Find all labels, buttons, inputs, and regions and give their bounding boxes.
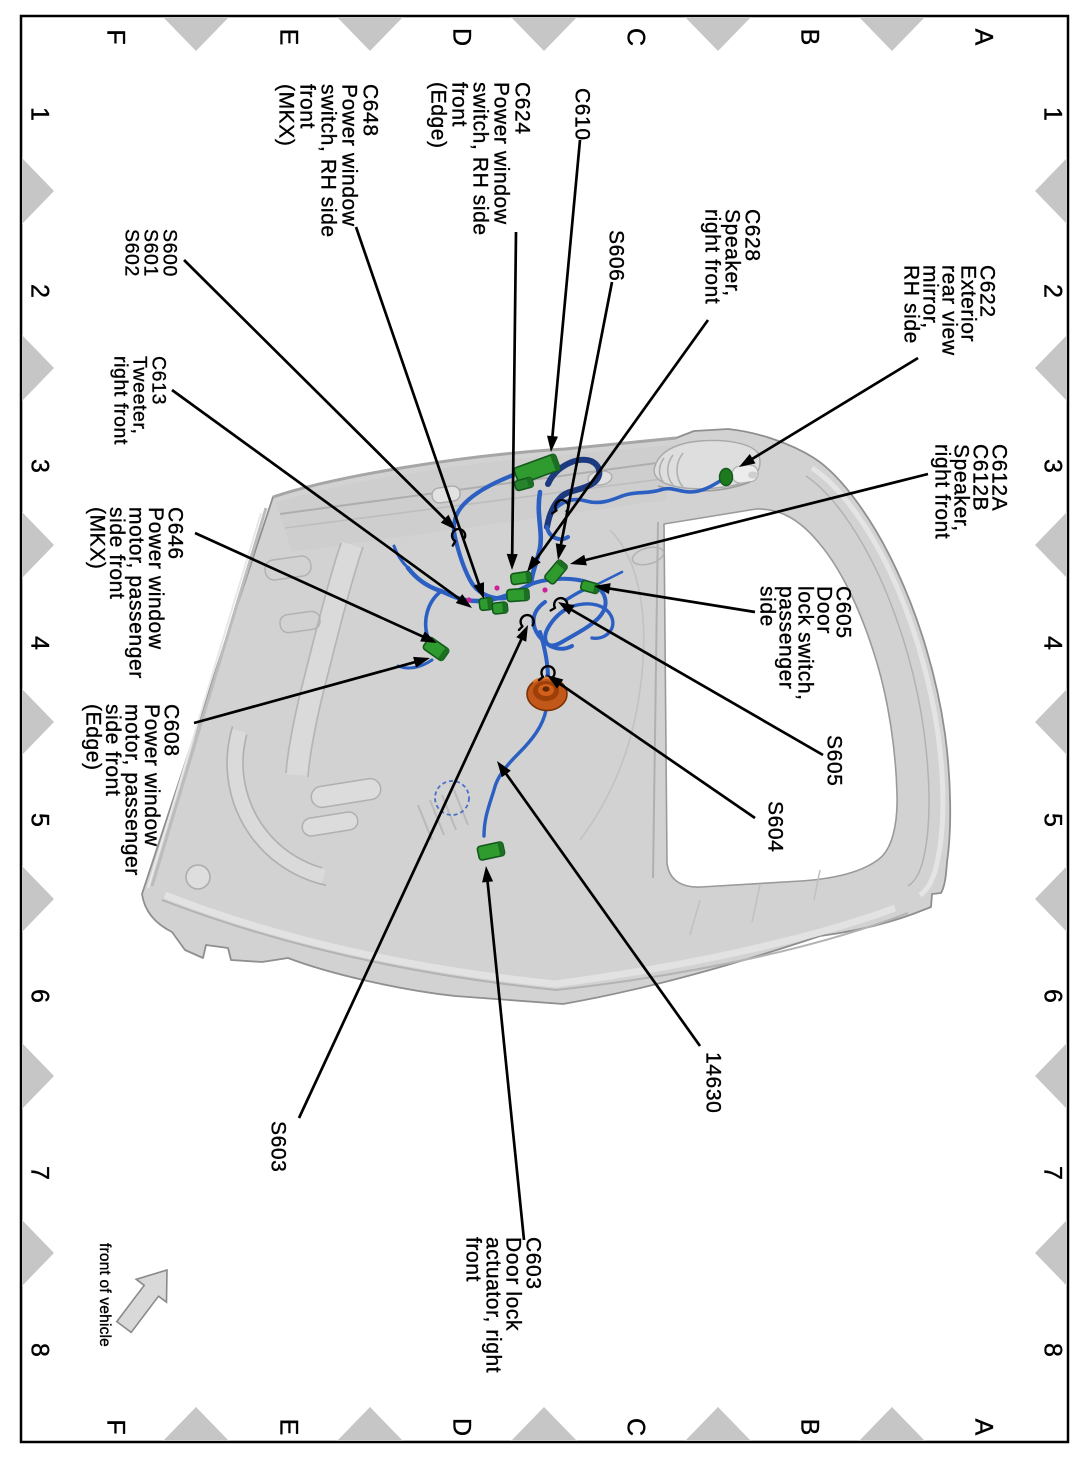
svg-text:2: 2 (26, 284, 54, 298)
svg-text:7: 7 (26, 1166, 54, 1180)
svg-text:4: 4 (26, 636, 54, 650)
svg-text:C628Speaker,right front: C628Speaker,right front (701, 209, 764, 304)
svg-text:C613Tweeter,right front: C613Tweeter,right front (110, 356, 170, 445)
svg-text:3: 3 (1039, 459, 1067, 473)
svg-text:C608Power windowmotor, passeng: C608Power windowmotor, passengerside fro… (82, 704, 183, 876)
svg-text:C: C (622, 1418, 650, 1436)
svg-text:6: 6 (26, 989, 54, 1003)
svg-text:5: 5 (1039, 813, 1067, 827)
svg-text:S600S601S602: S600S601S602 (121, 229, 181, 277)
svg-text:front of vehicle: front of vehicle (96, 1243, 113, 1347)
svg-text:F: F (102, 1419, 130, 1434)
svg-text:C648Power windowswitch, RH sid: C648Power windowswitch, RH sidefront(MKX… (275, 84, 382, 238)
svg-text:E: E (275, 29, 303, 46)
svg-text:8: 8 (1039, 1343, 1067, 1357)
svg-text:6: 6 (1039, 989, 1067, 1003)
svg-text:S603: S603 (267, 1121, 290, 1172)
svg-text:D: D (448, 28, 476, 46)
svg-text:14630: 14630 (702, 1052, 725, 1113)
svg-text:D: D (448, 1418, 476, 1436)
svg-text:C605Doorlock switch,passengers: C605Doorlock switch,passengerside (756, 586, 855, 701)
svg-text:C610: C610 (571, 88, 594, 141)
svg-text:S606: S606 (605, 230, 628, 281)
svg-text:C646Power windowmotor, passeng: C646Power windowmotor, passengerside fro… (86, 507, 187, 679)
svg-text:E: E (275, 1419, 303, 1436)
svg-text:S605: S605 (823, 735, 846, 786)
svg-text:C603Door lockactuator, rightfr: C603Door lockactuator, rightfront (462, 1237, 545, 1373)
svg-text:F: F (102, 29, 130, 44)
svg-text:A: A (970, 29, 998, 46)
svg-text:B: B (796, 29, 824, 46)
svg-text:C612AC612BSpeaker,right front: C612AC612BSpeaker,right front (931, 444, 1011, 539)
svg-text:1: 1 (1039, 107, 1067, 121)
svg-text:7: 7 (1039, 1166, 1067, 1180)
svg-text:A: A (970, 1419, 998, 1436)
svg-text:4: 4 (1039, 636, 1067, 650)
svg-text:5: 5 (26, 813, 54, 827)
svg-text:S604: S604 (764, 801, 787, 852)
svg-text:C622Exteriorrear viewmirror,RH: C622Exteriorrear viewmirror,RH side (900, 265, 999, 356)
svg-text:8: 8 (26, 1343, 54, 1357)
svg-text:C: C (622, 28, 650, 46)
svg-text:B: B (796, 1419, 824, 1436)
svg-text:1: 1 (26, 107, 54, 121)
svg-text:2: 2 (1039, 284, 1067, 298)
svg-text:C624Power windowswitch, RH sid: C624Power windowswitch, RH sidefront(Edg… (427, 82, 534, 236)
svg-text:3: 3 (26, 459, 54, 473)
